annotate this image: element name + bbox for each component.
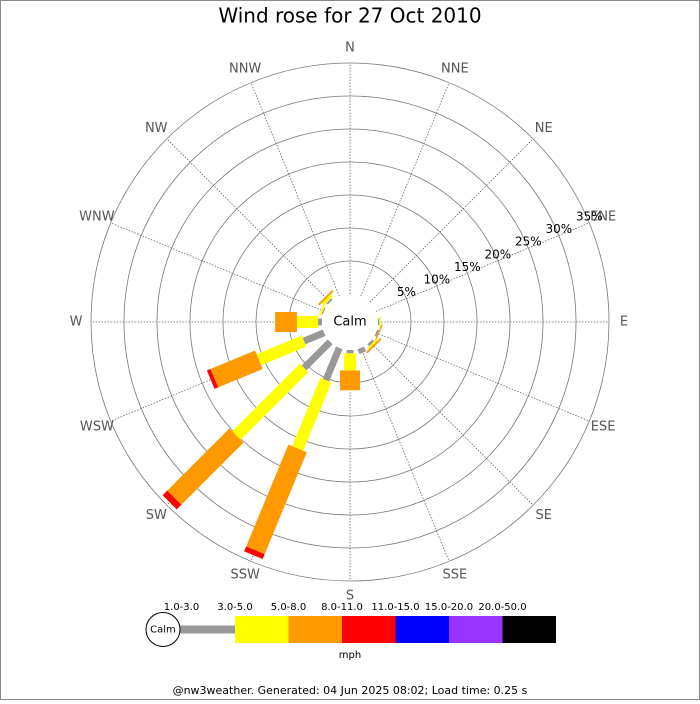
- r-tick-label: 35%: [576, 209, 603, 223]
- bar-segment: [301, 339, 333, 371]
- legend-swatch: [235, 616, 289, 643]
- spoke: [375, 332, 590, 422]
- legend-swatch: [449, 616, 503, 643]
- r-tick-label: 5%: [397, 285, 416, 299]
- bar-segment: [256, 335, 307, 366]
- footer: @nw3weather. Generated: 04 Jun 2025 08:0…: [173, 684, 528, 697]
- direction-label: E: [620, 315, 628, 330]
- r-tick-label: 20%: [484, 247, 511, 261]
- bar-segment: [367, 339, 375, 347]
- grid-ring: [189, 161, 511, 483]
- spoke: [250, 82, 340, 297]
- direction-label: NE: [535, 121, 553, 136]
- bar-segment: [326, 298, 333, 305]
- bar-segment: [322, 346, 343, 382]
- grid-ring: [156, 128, 544, 516]
- legend-calm-circle: [145, 612, 181, 647]
- r-tick-label: 30%: [545, 222, 572, 236]
- direction-label: W: [70, 315, 83, 330]
- calm-circle: [322, 294, 378, 350]
- direction-label: S: [346, 589, 354, 604]
- bar-segment: [302, 329, 326, 345]
- spoke: [375, 222, 590, 312]
- r-tick-label: 15%: [454, 260, 481, 274]
- legend-swatch: [288, 616, 342, 643]
- spoke: [360, 347, 450, 562]
- bar-segment: [321, 307, 326, 315]
- grid-ring: [222, 194, 478, 450]
- spoke: [360, 82, 450, 297]
- direction-label: NW: [145, 121, 168, 136]
- legend-swatch: [502, 616, 556, 643]
- bar-segment: [162, 490, 182, 510]
- legend-label: 3.0-5.0: [217, 602, 252, 613]
- legend-label: 1.0-3.0: [164, 602, 199, 613]
- direction-label: ENE: [590, 210, 616, 225]
- grid-ring: [90, 62, 610, 582]
- bar-segment: [357, 346, 366, 355]
- bar-segment: [367, 339, 378, 350]
- bar-segment: [373, 324, 383, 344]
- r-tick-label: 10%: [424, 273, 451, 287]
- grid-ring: [123, 95, 577, 549]
- direction-label: SE: [536, 508, 552, 523]
- bar-segment: [206, 368, 219, 389]
- direction-label: SW: [146, 508, 167, 523]
- r-tick-label: 25%: [515, 235, 542, 249]
- legend-swatch: [395, 616, 449, 643]
- direction-label: WNW: [79, 210, 115, 225]
- legend-label: 20.0-50.0: [478, 602, 526, 613]
- direction-label: WSW: [80, 419, 114, 434]
- spoke: [166, 138, 331, 303]
- legend-label: 11.0-15.0: [371, 602, 419, 613]
- legend-label: 15.0-20.0: [425, 602, 473, 613]
- bar-segment: [322, 294, 334, 306]
- legend-label: 5.0-8.0: [271, 602, 306, 613]
- grid-ring: [255, 227, 445, 417]
- bar-segment: [318, 304, 326, 317]
- bar-segment: [246, 444, 307, 555]
- direction-label: SSE: [442, 568, 467, 583]
- spoke: [110, 222, 325, 312]
- direction-label: N: [345, 41, 355, 56]
- direction-label: SSW: [230, 568, 260, 583]
- direction-label: ESE: [591, 419, 616, 434]
- bar-segment: [167, 428, 244, 505]
- spoke: [369, 341, 534, 506]
- spoke: [369, 138, 534, 303]
- bar-segment: [292, 377, 332, 451]
- bar-segment: [232, 363, 309, 440]
- bar-segment: [317, 289, 334, 306]
- bar-segment: [210, 350, 263, 388]
- legend-label: 8.0-11.0: [321, 602, 363, 613]
- bar-segment: [365, 337, 382, 354]
- calm-label: Calm: [333, 315, 366, 330]
- direction-label: NNW: [229, 61, 261, 76]
- bar-segment: [374, 329, 380, 337]
- direction-label: NNE: [441, 61, 469, 76]
- legend-unit: mph: [339, 650, 361, 661]
- legend-calm-label: Calm: [150, 625, 176, 636]
- bar-segment: [244, 546, 265, 560]
- legend-swatch: [342, 616, 396, 643]
- chart-title: Wind rose for 27 Oct 2010: [218, 4, 481, 28]
